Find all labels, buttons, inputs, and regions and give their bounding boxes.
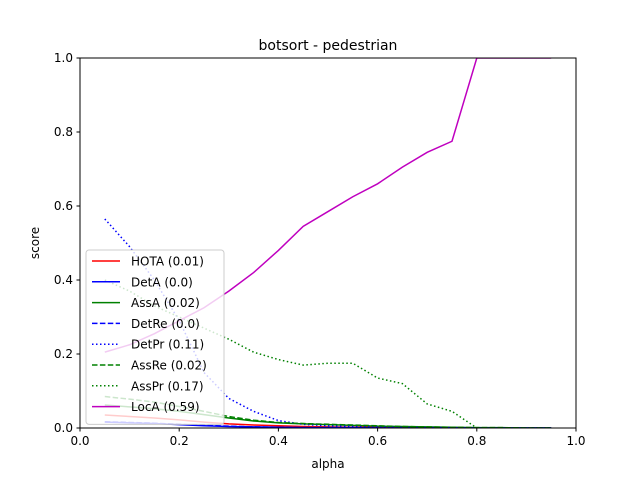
y-tick-label: 0.6 <box>54 199 73 213</box>
legend-entry-label: AssRe (0.02) <box>131 359 207 373</box>
y-tick-label: 0.4 <box>54 273 73 287</box>
x-tick-label: 0.2 <box>170 434 189 448</box>
x-axis-label: alpha <box>311 457 344 471</box>
x-tick-label: 0.4 <box>269 434 288 448</box>
y-tick-label: 0.2 <box>54 347 73 361</box>
legend: HOTA (0.01) DetA (0.0) AssA (0.02) DetRe (0… <box>85 249 225 425</box>
axes-layer: 0.0 0.2 0.4 0.6 0.8 1.0 0.0 0.2 0.4 0.6 0.8 1.0 <box>54 51 586 448</box>
y-axis-label: score <box>28 227 42 259</box>
x-tick-label: 0.8 <box>467 434 486 448</box>
x-tick-label: 0.0 <box>70 434 89 448</box>
legend-entry-label: DetRe (0.0) <box>131 317 200 331</box>
y-tick-label: 0.8 <box>54 125 73 139</box>
legend-entry-label: AssA (0.02) <box>131 296 200 310</box>
chart-title: botsort - pedestrian <box>259 38 398 54</box>
plot-frame <box>79 57 577 429</box>
y-tick-label: 1.0 <box>54 51 73 65</box>
legend-box <box>85 249 225 425</box>
legend-entry-label: LocA (0.59) <box>131 400 200 414</box>
x-tick-label: 0.6 <box>368 434 387 448</box>
legend-entry-label: DetPr (0.11) <box>131 338 204 352</box>
series-line-4 <box>104 218 552 428</box>
x-tick-label: 1.0 <box>566 434 585 448</box>
legend-entry-label: AssPr (0.17) <box>131 379 204 393</box>
y-tick-label: 0.0 <box>54 421 73 435</box>
legend-entry-label: HOTA (0.01) <box>131 255 204 269</box>
legend-entry-label: DetA (0.0) <box>131 275 193 289</box>
